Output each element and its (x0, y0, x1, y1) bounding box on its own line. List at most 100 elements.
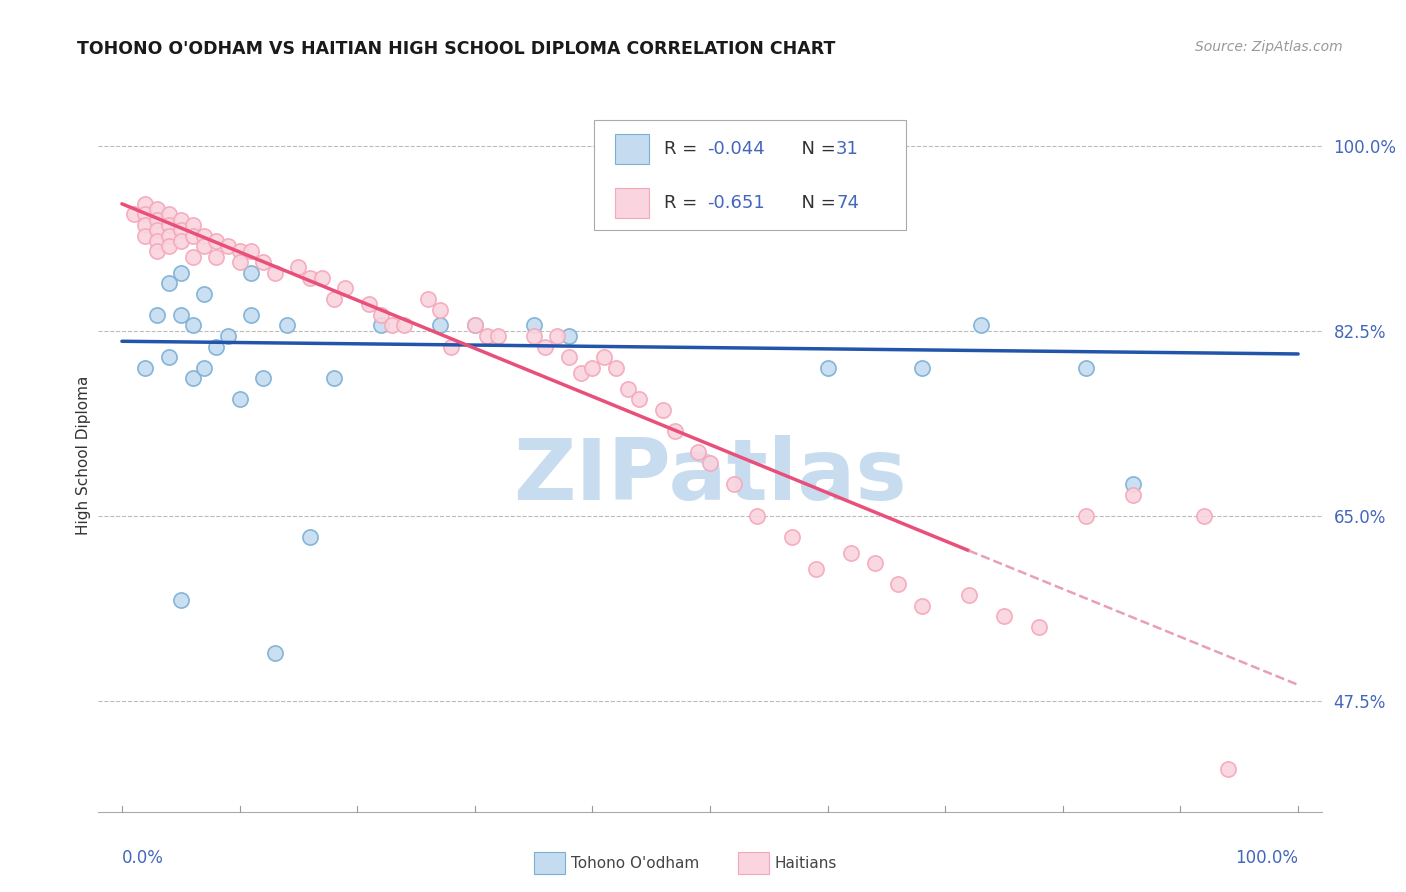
Point (240, 244, 263, 259)
Point (228, 244, 250, 259)
Point (146, 212, 169, 227)
Point (782, 530, 804, 544)
Point (804, 561, 827, 575)
Text: 74: 74 (837, 194, 859, 212)
Point (228, 392, 250, 407)
Point (357, 297, 380, 311)
Point (616, 382, 638, 396)
Text: R =: R = (664, 140, 709, 158)
Text: -0.651: -0.651 (707, 194, 765, 212)
Point (688, 445, 710, 459)
Point (157, 218, 180, 232)
Point (581, 360, 603, 375)
Point (157, 276, 180, 290)
Point (134, 207, 156, 221)
Point (157, 239, 180, 253)
Point (299, 530, 322, 544)
Point (146, 308, 169, 322)
Point (440, 340, 463, 354)
Point (322, 371, 344, 385)
Text: Source: ZipAtlas.com: Source: ZipAtlas.com (1195, 40, 1343, 54)
Point (723, 477, 745, 491)
Point (122, 207, 145, 221)
Point (1076, 360, 1098, 375)
Point (240, 308, 263, 322)
Point (839, 546, 862, 560)
Point (969, 318, 991, 333)
Text: 0.0%: 0.0% (122, 848, 165, 867)
Point (664, 424, 686, 438)
Point (287, 260, 309, 275)
Text: N =: N = (790, 194, 841, 212)
Text: N =: N = (790, 140, 841, 158)
Point (370, 318, 392, 333)
Point (628, 392, 651, 407)
Point (134, 218, 156, 232)
FancyBboxPatch shape (614, 188, 648, 218)
Point (699, 456, 721, 470)
Point (1122, 487, 1144, 501)
Point (911, 360, 934, 375)
Point (134, 197, 156, 211)
Point (181, 318, 204, 333)
Point (146, 202, 169, 216)
Point (217, 239, 239, 253)
Text: ZIPatlas: ZIPatlas (513, 434, 907, 518)
Point (1076, 508, 1098, 523)
Point (1122, 477, 1144, 491)
Point (475, 329, 498, 343)
Point (817, 360, 839, 375)
Point (523, 329, 546, 343)
Text: R =: R = (664, 194, 709, 212)
Point (652, 403, 675, 417)
Point (429, 302, 451, 317)
Point (993, 609, 1015, 624)
Point (605, 360, 627, 375)
Point (134, 228, 156, 243)
Point (146, 223, 169, 237)
Point (523, 318, 546, 333)
Point (134, 360, 156, 375)
Point (464, 318, 486, 333)
Point (181, 371, 204, 385)
Point (429, 318, 451, 333)
Point (745, 508, 768, 523)
Point (252, 371, 274, 385)
Point (263, 646, 285, 660)
Point (170, 223, 193, 237)
Point (311, 270, 333, 285)
Point (1028, 620, 1050, 634)
Point (205, 234, 228, 248)
Point (240, 266, 263, 280)
Point (534, 340, 557, 354)
Point (957, 588, 980, 602)
Point (381, 318, 404, 333)
Point (546, 329, 568, 343)
Point (170, 212, 193, 227)
Point (863, 556, 886, 570)
Point (558, 350, 581, 364)
FancyBboxPatch shape (593, 120, 905, 230)
Point (181, 250, 204, 264)
Point (170, 234, 193, 248)
Point (335, 281, 357, 295)
Text: 31: 31 (837, 140, 859, 158)
Point (593, 350, 616, 364)
Point (205, 250, 228, 264)
Point (228, 255, 250, 269)
Point (193, 286, 215, 301)
Point (157, 228, 180, 243)
Point (205, 340, 228, 354)
Point (416, 292, 439, 306)
Point (276, 318, 298, 333)
Point (1192, 508, 1215, 523)
Point (322, 292, 344, 306)
Point (392, 318, 415, 333)
Point (181, 228, 204, 243)
Point (157, 350, 180, 364)
Y-axis label: High School Diploma: High School Diploma (76, 376, 91, 534)
Point (486, 329, 509, 343)
Point (193, 228, 215, 243)
FancyBboxPatch shape (614, 134, 648, 164)
Point (217, 329, 239, 343)
